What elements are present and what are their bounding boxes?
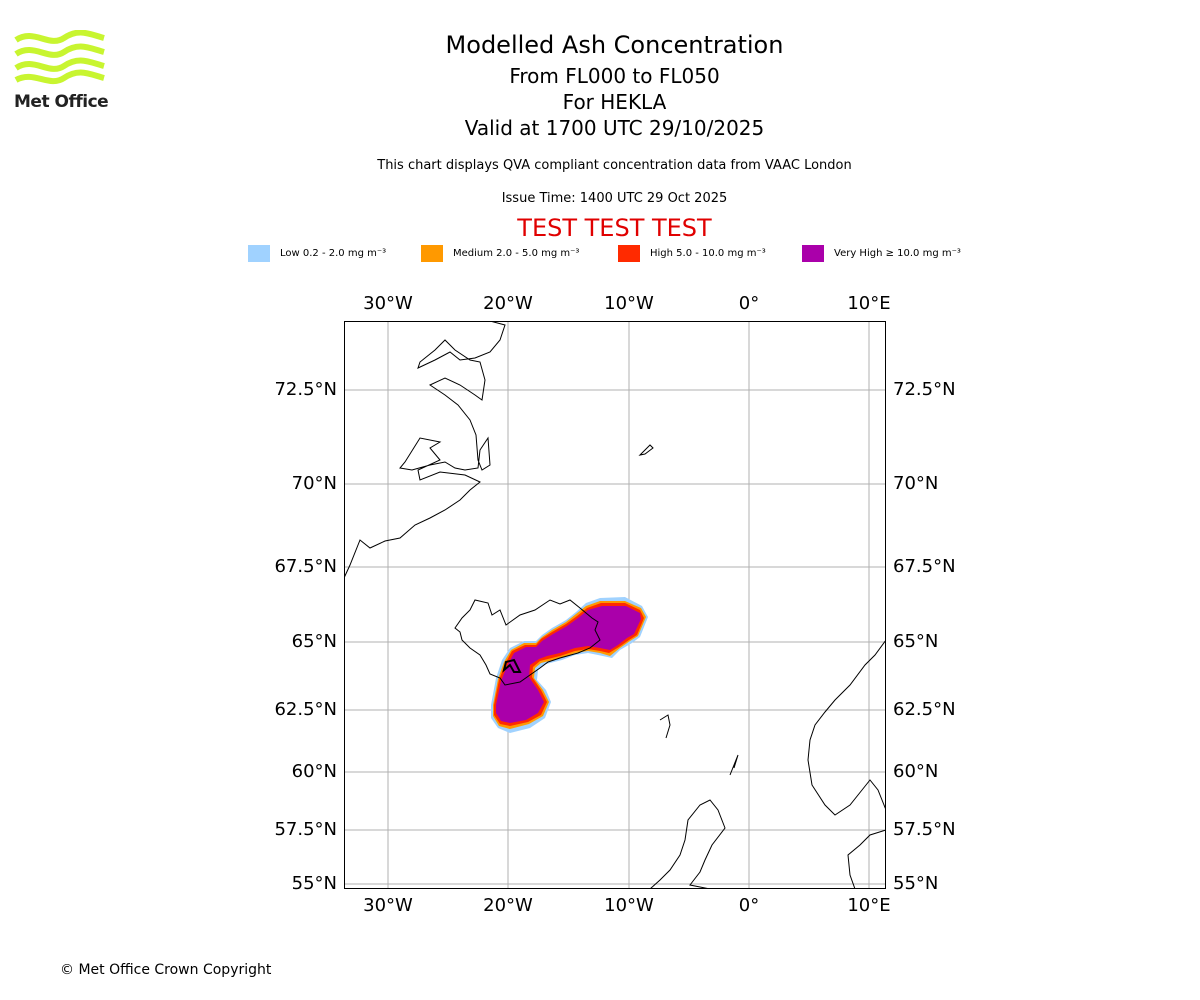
lat-label-left: 72.5°N <box>274 379 337 400</box>
lon-label-bottom: 20°W <box>483 895 533 916</box>
lat-label-left: 67.5°N <box>274 556 337 577</box>
lat-label-right: 55°N <box>893 873 939 894</box>
lat-label-left: 65°N <box>291 631 337 652</box>
lon-label-bottom: 0° <box>738 895 760 916</box>
legend-label: Very High ≥ 10.0 mg m⁻³ <box>834 248 961 259</box>
met-office-logo-icon <box>14 30 105 85</box>
legend-swatch <box>618 245 640 262</box>
lat-label-right: 65°N <box>893 631 939 652</box>
description: This chart displays QVA compliant concen… <box>377 158 852 173</box>
graticule <box>344 321 886 889</box>
volcano-name: For HEKLA <box>562 90 667 114</box>
lat-label-right: 57.5°N <box>893 819 956 840</box>
logo-text: Met Office <box>14 92 109 112</box>
legend-label: Medium 2.0 - 5.0 mg m⁻³ <box>453 248 580 259</box>
copyright: © Met Office Crown Copyright <box>60 962 272 978</box>
valid-time: Valid at 1700 UTC 29/10/2025 <box>464 116 765 140</box>
lon-label-bottom: 30°W <box>363 895 413 916</box>
lat-label-right: 62.5°N <box>893 699 956 720</box>
chart-title: Modelled Ash Concentration <box>445 31 784 59</box>
issue-time: Issue Time: 1400 UTC 29 Oct 2025 <box>501 191 728 206</box>
flight-levels: From FL000 to FL050 <box>509 64 720 88</box>
lon-label-bottom: 10°E <box>847 895 891 916</box>
legend-swatch <box>421 245 443 262</box>
lon-label-top: 20°W <box>483 293 533 314</box>
test-banner: TEST TEST TEST <box>517 214 712 242</box>
lat-label-left: 60°N <box>291 761 337 782</box>
legend-very-high: Very High ≥ 10.0 mg m⁻³ <box>802 245 961 262</box>
lat-label-left: 55°N <box>291 873 337 894</box>
legend-swatch <box>248 245 270 262</box>
legend-label: High 5.0 - 10.0 mg m⁻³ <box>650 248 766 259</box>
legend-swatch <box>802 245 824 262</box>
ash-plume <box>491 597 648 733</box>
lon-label-top: 30°W <box>363 293 413 314</box>
lat-label-right: 60°N <box>893 761 939 782</box>
legend-medium: Medium 2.0 - 5.0 mg m⁻³ <box>421 245 579 262</box>
lon-label-top: 10°E <box>847 293 891 314</box>
lon-label-bottom: 10°W <box>604 895 654 916</box>
legend-high: High 5.0 - 10.0 mg m⁻³ <box>618 245 766 262</box>
lat-label-left: 70°N <box>291 473 337 494</box>
lat-label-left: 57.5°N <box>274 819 337 840</box>
coastlines <box>344 321 886 889</box>
lon-label-top: 0° <box>738 293 760 314</box>
legend-label: Low 0.2 - 2.0 mg m⁻³ <box>280 248 387 259</box>
lon-label-top: 10°W <box>604 293 654 314</box>
legend-low: Low 0.2 - 2.0 mg m⁻³ <box>248 245 386 262</box>
lat-label-right: 72.5°N <box>893 379 956 400</box>
map-frame <box>344 321 886 889</box>
lat-label-left: 62.5°N <box>274 699 337 720</box>
lat-label-right: 67.5°N <box>893 556 956 577</box>
lat-label-right: 70°N <box>893 473 939 494</box>
